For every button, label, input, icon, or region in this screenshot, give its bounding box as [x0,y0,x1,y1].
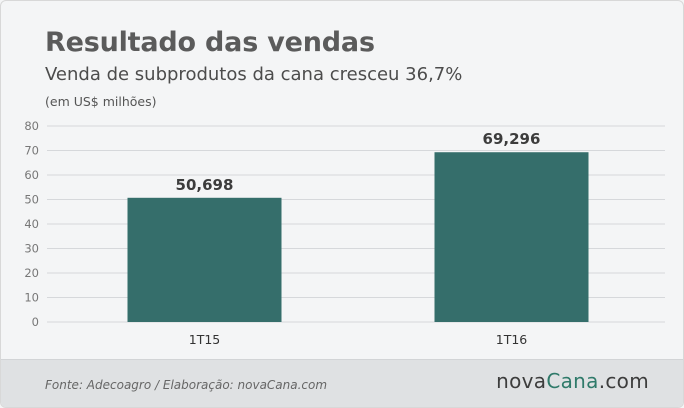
y-tick-label: 40 [24,217,39,231]
source-note: Fonte: Adecoagro / Elaboração: novaCana.… [45,378,328,392]
y-tick-label: 30 [24,242,39,256]
y-tick-label: 60 [24,168,39,182]
data-labels: 50,698 69,296 [176,130,541,194]
footer: Fonte: Adecoagro / Elaboração: novaCana.… [1,359,683,407]
x-axis-ticks: 1T15 1T16 [189,332,528,347]
logo-text-cana: Cana [546,369,599,393]
bar-1t16 [434,152,589,322]
bar-chart: 0 10 20 30 40 50 60 70 80 50,698 69,296 1T15 1T16 [24,119,665,347]
y-tick-label: 10 [24,291,39,305]
y-tick-label: 80 [24,119,39,133]
bars [127,152,589,322]
y-tick-label: 20 [24,266,39,280]
chart-subtitle: Venda de subprodutos da cana cresceu 36,… [45,64,463,85]
x-tick-label: 1T16 [496,332,528,347]
data-label: 50,698 [176,176,234,194]
chart-title: Resultado das vendas [45,27,375,58]
y-tick-label: 0 [32,315,39,329]
x-tick-label: 1T15 [189,332,221,347]
y-axis-ticks: 0 10 20 30 40 50 60 70 80 [24,119,39,329]
unit-label: (em US$ milhões) [45,94,157,109]
data-label: 69,296 [483,130,541,148]
y-tick-label: 70 [24,144,39,158]
logo-text-nova: nova [496,369,547,393]
y-tick-label: 50 [24,193,39,207]
novacana-logo: novaCana.com [496,369,649,393]
bar-1t15 [127,197,282,322]
logo-text-com: .com [598,369,649,393]
